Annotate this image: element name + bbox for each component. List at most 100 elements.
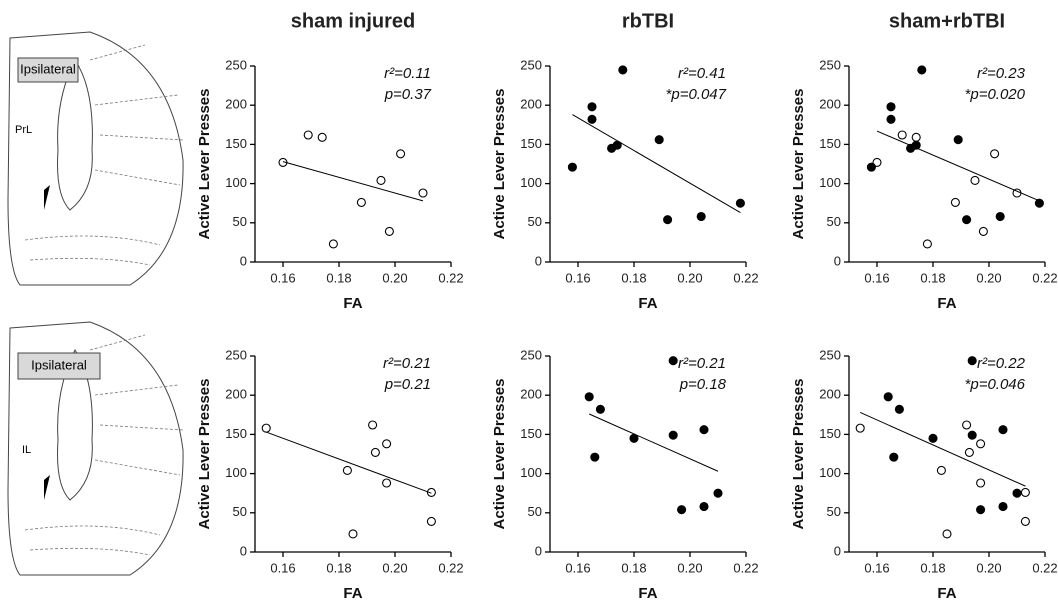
data-point	[356, 197, 366, 207]
y-tick-label: 100	[520, 175, 542, 190]
data-point	[663, 215, 673, 225]
y-tick-label: 0	[535, 253, 542, 268]
y-tick-label: 100	[225, 175, 247, 190]
y-tick-label: 0	[834, 543, 841, 558]
data-point	[855, 423, 865, 433]
region-label: PrL	[15, 124, 32, 136]
x-tick-label: 0.16	[864, 270, 889, 285]
x-tick-label: 0.20	[976, 270, 1001, 285]
data-point	[382, 478, 392, 488]
data-point	[418, 188, 428, 198]
data-point	[936, 465, 946, 476]
y-tick-label: 50	[827, 214, 841, 229]
annotation: r²=0.23	[977, 65, 1026, 82]
brain-diagram: Ipsilateral IL	[7, 321, 184, 576]
data-point	[328, 239, 338, 249]
x-tick-label: 0.20	[677, 560, 702, 575]
y-tick-label: 50	[233, 504, 247, 519]
y-axis-label: Active Lever Presses	[196, 89, 213, 240]
x-axis-label: FA	[638, 295, 657, 312]
y-axis-label: Active Lever Presses	[491, 89, 508, 240]
data-point	[348, 529, 358, 539]
data-point	[587, 114, 597, 124]
regression-line	[859, 411, 1026, 487]
data-point	[384, 226, 394, 236]
data-point	[699, 501, 709, 512]
y-tick-label: 150	[819, 136, 841, 151]
data-point	[928, 433, 938, 443]
data-point	[942, 529, 952, 539]
y-tick-label: 150	[520, 426, 542, 441]
annotation: p=0.18	[679, 376, 727, 393]
data-point	[1034, 198, 1044, 208]
data-point	[368, 420, 378, 430]
y-tick-label: 200	[819, 97, 841, 112]
data-point	[889, 452, 899, 462]
x-tick-label: 0.18	[326, 560, 351, 575]
data-point	[967, 356, 977, 366]
regression-line	[588, 413, 719, 472]
y-tick-label: 100	[225, 465, 247, 480]
y-tick-label: 0	[535, 543, 542, 558]
data-point	[376, 175, 386, 186]
x-tick-label: 0.16	[270, 560, 295, 575]
data-point	[976, 439, 986, 449]
data-point	[917, 65, 927, 75]
y-tick-label: 200	[520, 387, 542, 402]
x-tick-label: 0.22	[1032, 560, 1057, 575]
x-axis-label: FA	[937, 295, 956, 312]
data-point	[590, 452, 600, 462]
data-point	[976, 505, 986, 515]
data-point	[1012, 488, 1022, 498]
data-point	[970, 175, 980, 186]
x-tick-label: 0.22	[438, 270, 463, 285]
data-point	[370, 447, 380, 457]
data-point	[654, 135, 664, 145]
diagram-label: Ipsilateral	[31, 357, 87, 372]
y-tick-label: 150	[225, 426, 247, 441]
annotation: r²=0.11	[384, 65, 431, 82]
x-axis-label: FA	[343, 585, 362, 602]
brain-diagram: Ipsilateral PrL	[7, 31, 184, 286]
x-tick-label: 0.22	[733, 270, 758, 285]
annotation: r²=0.22	[977, 355, 1026, 372]
y-tick-label: 250	[225, 347, 247, 362]
annotation: r²=0.21	[678, 355, 726, 372]
x-tick-label: 0.20	[382, 560, 407, 575]
data-point	[567, 162, 577, 172]
data-point	[978, 226, 988, 236]
data-point	[677, 505, 687, 515]
x-axis-label: FA	[937, 585, 956, 602]
data-point	[261, 423, 271, 433]
diagram-label: Ipsilateral	[20, 61, 76, 76]
y-tick-label: 200	[225, 387, 247, 402]
data-point	[426, 516, 436, 526]
y-tick-label: 250	[819, 347, 841, 362]
data-point	[886, 114, 896, 124]
annotation: p=0.37	[384, 86, 432, 103]
data-point	[953, 135, 963, 145]
x-tick-label: 0.18	[920, 560, 945, 575]
y-tick-label: 200	[819, 387, 841, 402]
data-point	[976, 478, 986, 488]
y-axis-label: Active Lever Presses	[196, 379, 213, 530]
y-tick-label: 100	[819, 175, 841, 190]
data-point	[668, 430, 678, 440]
data-point	[883, 392, 893, 402]
annotation: *p=0.020	[965, 86, 1026, 103]
annotation: r²=0.41	[678, 65, 726, 82]
x-tick-label: 0.22	[1032, 270, 1057, 285]
data-point	[696, 211, 706, 222]
y-axis-label: Active Lever Presses	[790, 379, 807, 530]
data-point	[713, 488, 723, 498]
data-point	[886, 102, 896, 112]
data-point	[303, 130, 313, 140]
data-point	[595, 404, 605, 414]
x-tick-label: 0.18	[326, 270, 351, 285]
y-tick-label: 250	[520, 57, 542, 72]
regression-line	[282, 161, 424, 202]
data-point	[699, 425, 709, 435]
data-point	[1020, 516, 1030, 526]
region-label: IL	[22, 444, 31, 456]
